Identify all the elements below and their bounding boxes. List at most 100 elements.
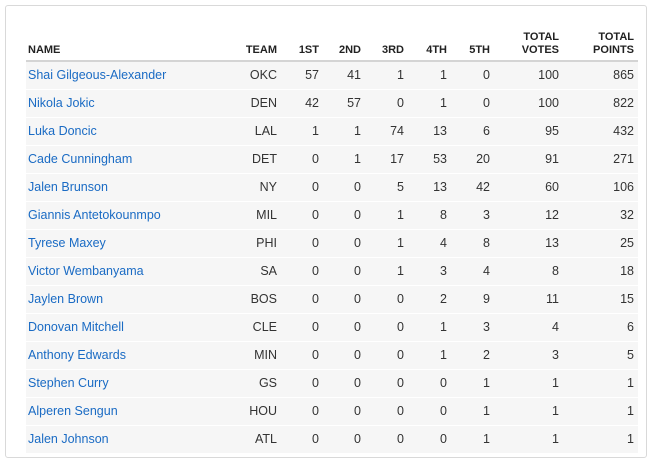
total-votes: 100 — [538, 68, 559, 83]
fourth-place-votes: 1 — [440, 348, 447, 362]
fifth-place-votes: 3 — [483, 320, 490, 334]
player-name[interactable]: Cade Cunningham — [28, 152, 133, 166]
first-place-votes: 0 — [312, 320, 319, 334]
second-place-votes: 0 — [354, 432, 361, 446]
total-points: 25 — [620, 236, 634, 250]
table-row: Jalen Brunson NY 0 0 5 13 42 60 106 — [26, 173, 638, 201]
fourth-place-votes: 53 — [433, 152, 447, 166]
fifth-place-votes: 1 — [483, 432, 490, 446]
fourth-place-votes: 0 — [440, 404, 447, 418]
player-name[interactable]: Shai Gilgeous-Alexander — [28, 68, 167, 83]
third-place-votes: 0 — [397, 292, 404, 306]
table-row: Alperen Sengun HOU 0 0 0 0 1 1 1 — [26, 397, 638, 425]
first-place-votes: 0 — [312, 348, 319, 362]
player-name[interactable]: Stephen Curry — [28, 376, 109, 390]
player-name[interactable]: Jalen Brunson — [28, 180, 108, 194]
fifth-place-votes: 9 — [483, 292, 490, 306]
total-votes: 95 — [545, 124, 559, 138]
total-votes-label-line1: TOTAL — [523, 31, 559, 43]
table-row: Victor Wembanyama SA 0 0 1 3 4 8 18 — [26, 257, 638, 285]
second-place-votes: 1 — [354, 124, 361, 138]
fifth-place-votes: 6 — [483, 124, 490, 138]
mvp-voting-table: NAME TEAM 1ST 2ND 3RD 4TH 5TH TOTAL VOTES… — [26, 23, 638, 454]
second-place-votes: 0 — [354, 320, 361, 334]
column-header-first[interactable]: 1ST — [298, 44, 319, 56]
second-place-votes: 0 — [354, 348, 361, 362]
player-name[interactable]: Luka Doncic — [28, 124, 97, 138]
fifth-place-votes: 2 — [483, 348, 490, 362]
third-place-votes: 5 — [397, 180, 404, 194]
total-votes: 1 — [552, 376, 559, 390]
total-points: 1 — [627, 432, 634, 446]
column-header-fifth[interactable]: 5TH — [469, 44, 490, 56]
player-name[interactable]: Tyrese Maxey — [28, 236, 106, 250]
team-cell: HOU — [249, 404, 277, 418]
total-points-label-line1: TOTAL — [598, 31, 634, 43]
column-header-total-votes[interactable]: TOTAL VOTES — [494, 23, 563, 61]
second-place-votes: 1 — [354, 152, 361, 166]
first-place-votes: 0 — [312, 236, 319, 250]
column-header-name[interactable]: NAME — [28, 44, 61, 56]
fourth-place-votes: 0 — [440, 432, 447, 446]
column-header-team[interactable]: TEAM — [245, 44, 277, 56]
player-name[interactable]: Victor Wembanyama — [28, 264, 144, 278]
table-row: Giannis Antetokounmpo MIL 0 0 1 8 3 12 32 — [26, 201, 638, 229]
third-place-votes: 74 — [390, 124, 404, 138]
total-points: 271 — [613, 152, 634, 166]
column-header-third[interactable]: 3RD — [381, 44, 404, 56]
third-place-votes: 1 — [397, 68, 404, 83]
player-name[interactable]: Giannis Antetokounmpo — [28, 208, 161, 222]
total-votes: 1 — [552, 432, 559, 446]
first-place-votes: 0 — [312, 404, 319, 418]
total-points-label-line2: POINTS — [593, 44, 634, 56]
player-name[interactable]: Anthony Edwards — [28, 348, 126, 362]
first-place-votes: 0 — [312, 180, 319, 194]
fourth-place-votes: 8 — [440, 208, 447, 222]
fifth-place-votes: 0 — [483, 68, 490, 83]
third-place-votes: 0 — [397, 432, 404, 446]
team-cell: SA — [260, 264, 277, 278]
column-header-fourth[interactable]: 4TH — [426, 44, 447, 56]
player-name[interactable]: Donovan Mitchell — [28, 320, 124, 334]
table-row: Donovan Mitchell CLE 0 0 0 1 3 4 6 — [26, 313, 638, 341]
total-votes: 11 — [546, 292, 559, 306]
table-row: Tyrese Maxey PHI 0 0 1 4 8 13 25 — [26, 229, 638, 257]
team-cell: LAL — [254, 124, 277, 138]
fourth-place-votes: 1 — [440, 96, 447, 110]
second-place-votes: 0 — [354, 404, 361, 418]
first-place-votes: 1 — [312, 124, 319, 138]
team-cell: GS — [258, 376, 277, 390]
total-votes: 91 — [545, 152, 559, 166]
total-points: 865 — [613, 68, 634, 83]
player-name[interactable]: Jaylen Brown — [28, 292, 104, 306]
second-place-votes: 41 — [347, 68, 361, 83]
fifth-place-votes: 42 — [476, 180, 490, 194]
total-votes: 13 — [545, 236, 559, 250]
fifth-place-votes: 4 — [483, 264, 490, 278]
third-place-votes: 1 — [397, 236, 404, 250]
column-header-second[interactable]: 2ND — [338, 44, 361, 56]
table-row: Jalen Johnson ATL 0 0 0 0 1 1 1 — [26, 425, 638, 453]
total-points: 1 — [627, 376, 634, 390]
fifth-place-votes: 20 — [476, 152, 490, 166]
team-cell: DEN — [250, 96, 277, 110]
column-header-total-points[interactable]: TOTAL POINTS — [563, 23, 638, 61]
player-name[interactable]: Nikola Jokic — [28, 96, 95, 110]
fourth-place-votes: 0 — [440, 376, 447, 390]
fourth-place-votes: 13 — [433, 180, 447, 194]
table-row: Nikola Jokic DEN 42 57 0 1 0 100 822 — [26, 89, 638, 117]
third-place-votes: 0 — [397, 96, 404, 110]
votes-table-card: NAME TEAM 1ST 2ND 3RD 4TH 5TH TOTAL VOTES… — [5, 5, 647, 458]
first-place-votes: 0 — [312, 208, 319, 222]
second-place-votes: 0 — [354, 376, 361, 390]
first-place-votes: 42 — [305, 96, 319, 110]
table-row: Stephen Curry GS 0 0 0 0 1 1 1 — [26, 369, 638, 397]
team-cell: NY — [259, 180, 277, 194]
total-points: 432 — [613, 124, 634, 138]
player-name[interactable]: Alperen Sengun — [28, 404, 118, 418]
total-votes: 8 — [552, 264, 559, 278]
fourth-place-votes: 13 — [433, 124, 447, 138]
table-row: Shai Gilgeous-Alexander OKC 57 41 1 1 0 100 865 — [26, 61, 638, 89]
first-place-votes: 57 — [305, 68, 319, 83]
player-name[interactable]: Jalen Johnson — [28, 432, 109, 446]
